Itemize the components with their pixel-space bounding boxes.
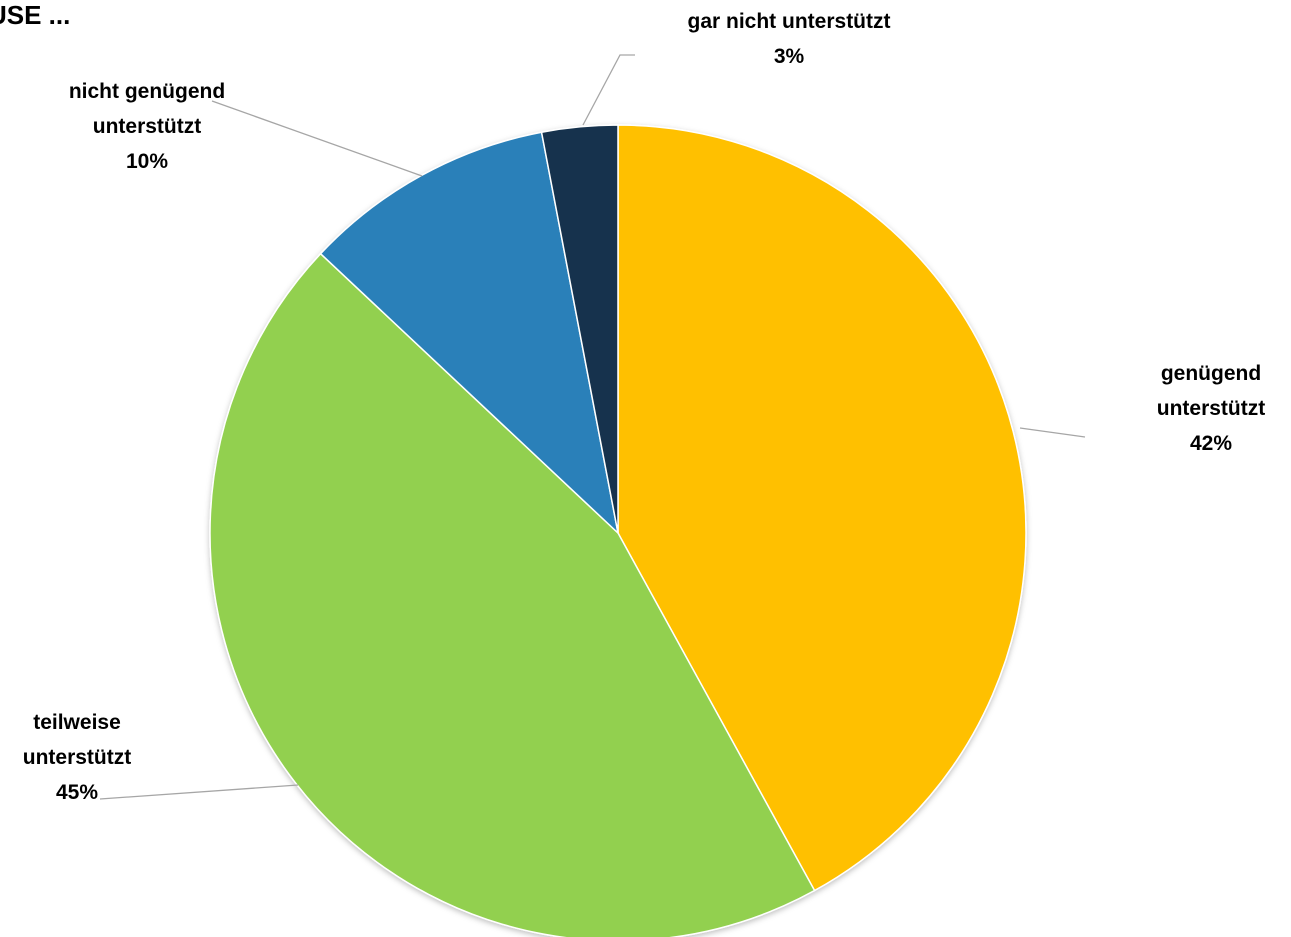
leader-lines [99,54,1086,800]
leader-line-teilweise-unterstuetzt [99,784,299,800]
slice-percent-label: 3% [774,45,805,68]
slice-name-label: unterstützt [23,746,132,769]
slice-percent-label: 10% [126,150,168,173]
slice-labels: genügend unterstützt 42% teilweise unterstüt… [23,10,1266,804]
slice-percent-label: 42% [1190,432,1232,455]
pie-slice-genuegend-unterstuetzt [617,124,1027,892]
slice-percent-label: 45% [56,781,98,804]
pie-slices [209,124,1027,937]
slice-label-nicht-genuegend-unterstuetzt: nicht genügend unterstützt 10% [69,80,225,173]
leader-line-gar-nicht-unterstuetzt [582,54,635,126]
slice-label-genuegend-unterstuetzt: genügend unterstützt 42% [1157,362,1266,455]
chart-title: USE ... [0,0,70,30]
pie-slice-teilweise-unterstuetzt [209,252,816,937]
pie-slice-gar-nicht-unterstuetzt [540,124,619,534]
slice-name-label: nicht genügend [69,80,225,103]
slice-name-label: unterstützt [1157,397,1266,420]
slice-name-label: teilweise [33,711,121,734]
slice-name-label: unterstützt [93,115,202,138]
slice-name-label: gar nicht unterstützt [688,10,891,33]
slice-label-gar-nicht-unterstuetzt: gar nicht unterstützt 3% [688,10,891,68]
leader-line-genuegend-unterstuetzt [1019,427,1086,438]
slice-name-label: genügend [1161,362,1261,385]
leader-line-nicht-genuegend-unterstuetzt [211,100,423,177]
slice-label-teilweise-unterstuetzt: teilweise unterstützt 45% [23,711,132,804]
